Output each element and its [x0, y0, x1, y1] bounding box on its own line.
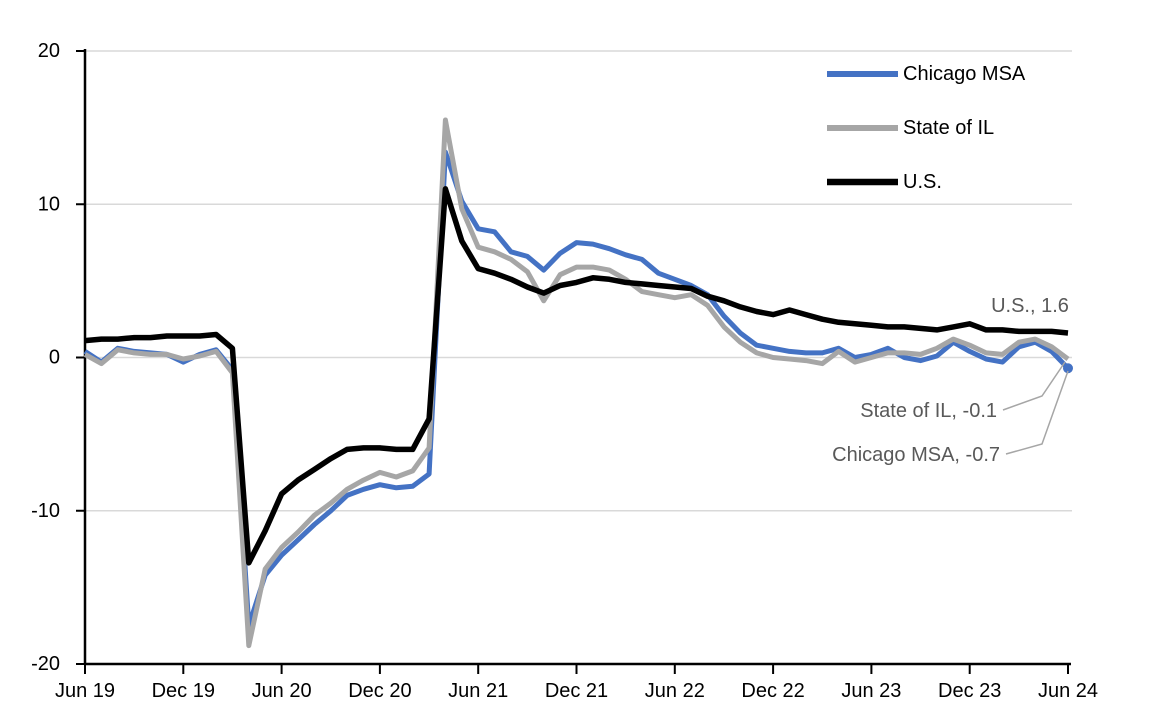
y-tick-label: 10	[38, 193, 60, 215]
y-tick-label: -10	[31, 500, 60, 522]
x-tick-label: Jun 24	[1038, 680, 1098, 702]
y-tick-label: -20	[31, 653, 60, 675]
annotation-leader-line	[1002, 361, 1066, 411]
x-tick-label: Dec 20	[348, 680, 411, 702]
annotation-label: U.S., 1.6	[991, 295, 1069, 317]
x-tick-label: Jun 20	[252, 680, 312, 702]
x-tick-label: Dec 19	[152, 680, 215, 702]
annotation-label: State of IL, -0.1	[860, 400, 997, 422]
x-tick-label: Jun 19	[55, 680, 115, 702]
x-tick-label: Jun 21	[448, 680, 508, 702]
y-tick-label: 20	[38, 40, 60, 62]
x-tick-label: Jun 22	[645, 680, 705, 702]
series-end-marker-chicago-msa	[1063, 363, 1073, 374]
annotation-leader-line	[1005, 370, 1069, 455]
x-tick-label: Jun 23	[841, 680, 901, 702]
series-line-u-s-	[84, 186, 1069, 566]
series-line-state-of-il	[83, 117, 1070, 649]
x-tick-label: Dec 23	[938, 680, 1001, 702]
annotation-label: Chicago MSA, -0.7	[832, 444, 1000, 466]
x-tick-label: Dec 22	[741, 680, 804, 702]
legend-label-state-of-il: State of IL	[903, 117, 994, 139]
x-tick-label: Dec 21	[545, 680, 608, 702]
legend-label-chicago-msa: Chicago MSA	[903, 63, 1026, 85]
legend-label-u-s-: U.S.	[903, 171, 942, 193]
y-tick-label: 0	[49, 347, 60, 369]
